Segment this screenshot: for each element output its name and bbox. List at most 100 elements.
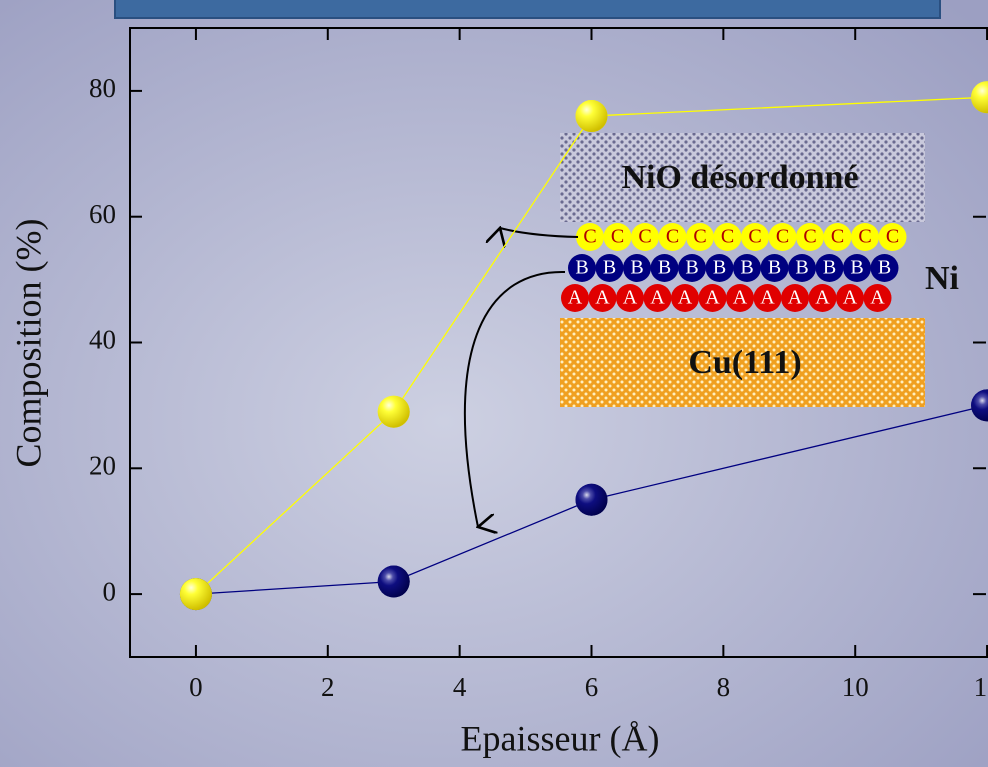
atom <box>568 254 596 282</box>
atom-label: B <box>878 257 891 279</box>
atom <box>561 284 589 312</box>
nio-layer <box>560 133 925 222</box>
data-point-shade <box>575 100 608 133</box>
y-tick-label: 40 <box>89 325 116 355</box>
atom <box>796 223 824 251</box>
atom-label: B <box>713 257 726 279</box>
series-line <box>195 96 988 595</box>
atom <box>705 254 734 282</box>
atom <box>753 284 782 312</box>
atom <box>713 223 742 251</box>
atom-label: C <box>886 226 899 248</box>
atom-label: B <box>630 257 643 279</box>
atom-label: B <box>575 257 588 279</box>
atom <box>595 254 624 282</box>
x-axis-label: Epaisseur (Å) <box>461 718 660 758</box>
atom-label: C <box>611 226 624 248</box>
atom-label: B <box>603 257 616 279</box>
atom-label: C <box>721 226 734 248</box>
atom-label: A <box>815 287 830 309</box>
atom-label: B <box>658 257 671 279</box>
atom <box>851 223 879 251</box>
atom <box>823 223 852 251</box>
atom <box>603 223 632 251</box>
x-tick-label: 2 <box>321 672 335 702</box>
y-axis-label: Composition (%) <box>8 219 48 468</box>
atom-label: C <box>583 226 596 248</box>
atom <box>671 284 699 312</box>
atom <box>643 284 672 312</box>
atom <box>760 254 789 282</box>
data-point-shade <box>377 395 410 428</box>
atom <box>623 254 651 282</box>
y-tick-label: 60 <box>89 199 116 229</box>
atom <box>650 254 679 282</box>
atom-label: A <box>650 287 665 309</box>
data-point-shade <box>971 389 988 422</box>
atom-label: A <box>595 287 610 309</box>
atom <box>678 254 706 282</box>
atom-label: C <box>776 226 789 248</box>
atom <box>631 223 659 251</box>
atom-label: A <box>788 287 803 309</box>
data-point-shade <box>377 565 410 598</box>
arrow <box>500 228 579 237</box>
atom-label: B <box>768 257 781 279</box>
atom-label: C <box>748 226 761 248</box>
atom <box>698 284 727 312</box>
atom-label: B <box>685 257 698 279</box>
atom <box>616 284 644 312</box>
atom <box>588 284 617 312</box>
series-line <box>195 404 988 595</box>
atom <box>741 223 769 251</box>
nio-label: NiO désordonné <box>621 159 858 196</box>
cu-label: Cu(111) <box>688 344 801 381</box>
atom <box>788 254 816 282</box>
atom <box>686 223 714 251</box>
atom-label: C <box>693 226 706 248</box>
atom <box>726 284 754 312</box>
x-tick-label: 8 <box>717 672 731 702</box>
x-tick-label: 10 <box>842 672 869 702</box>
atom-label: B <box>740 257 753 279</box>
atom-label: B <box>850 257 863 279</box>
atom-label: B <box>795 257 808 279</box>
y-tick-label: 20 <box>89 451 116 481</box>
arrow <box>464 270 566 527</box>
atom-label: A <box>843 287 858 309</box>
atom <box>863 284 892 312</box>
y-tick-label: 80 <box>89 73 116 103</box>
cu-layer <box>560 318 925 407</box>
atom <box>815 254 844 282</box>
atom-label: C <box>831 226 844 248</box>
atom <box>836 284 864 312</box>
atom <box>870 254 899 282</box>
data-point-shade <box>971 81 988 114</box>
atom-label: A <box>568 287 583 309</box>
x-tick-label: 6 <box>585 672 599 702</box>
data-point-shade <box>575 483 608 516</box>
atom <box>843 254 871 282</box>
atom <box>576 223 604 251</box>
atom-label: A <box>623 287 638 309</box>
data-point-shade <box>179 578 212 611</box>
atom <box>768 223 797 251</box>
ni-label: Ni <box>925 260 959 297</box>
atom <box>733 254 761 282</box>
atom <box>781 284 809 312</box>
atom-label: B <box>823 257 836 279</box>
atom-label: C <box>666 226 679 248</box>
atom-label: A <box>678 287 693 309</box>
atom-label: A <box>705 287 720 309</box>
atom-label: A <box>733 287 748 309</box>
atom-label: A <box>760 287 775 309</box>
atom-label: C <box>803 226 816 248</box>
atom <box>658 223 687 251</box>
title-bar <box>114 0 941 19</box>
x-tick-label: 4 <box>453 672 467 702</box>
y-tick-label: 0 <box>103 576 117 606</box>
atom <box>808 284 837 312</box>
atom-label: A <box>870 287 885 309</box>
